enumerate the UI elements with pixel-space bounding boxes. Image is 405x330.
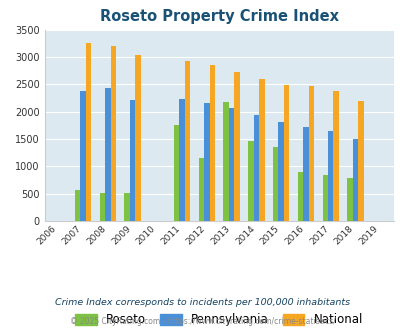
Bar (198, 158, 204, 221)
Bar (272, 147, 278, 221)
Bar (184, 61, 190, 221)
Text: Crime Index corresponds to incidents per 100,000 inhabitants: Crime Index corresponds to incidents per… (55, 298, 350, 307)
Bar (209, 65, 215, 221)
Bar (278, 122, 283, 221)
Legend: Roseto, Pennsylvania, National: Roseto, Pennsylvania, National (69, 307, 368, 330)
Bar (99, 193, 105, 221)
Bar (247, 141, 253, 221)
Bar (333, 91, 338, 221)
Bar (135, 55, 141, 221)
Bar (179, 99, 184, 221)
Bar (228, 108, 234, 221)
Bar (204, 103, 209, 221)
Bar (110, 46, 116, 221)
Bar (327, 131, 333, 221)
Bar (223, 102, 228, 221)
Bar (124, 193, 130, 221)
Bar (85, 43, 91, 221)
Title: Roseto Property Crime Index: Roseto Property Crime Index (100, 9, 338, 24)
Bar (297, 172, 303, 221)
Bar (357, 101, 363, 221)
Text: © 2025 CityRating.com - https://www.cityrating.com/crime-statistics/: © 2025 CityRating.com - https://www.city… (70, 317, 335, 326)
Bar (346, 178, 352, 221)
Bar (303, 127, 308, 221)
Bar (173, 125, 179, 221)
Bar (308, 86, 313, 221)
Bar (105, 88, 110, 221)
Bar (322, 175, 327, 221)
Bar (253, 115, 258, 221)
Bar (352, 139, 357, 221)
Bar (80, 91, 85, 221)
Bar (234, 72, 239, 221)
Bar (75, 190, 80, 221)
Bar (283, 85, 289, 221)
Bar (130, 100, 135, 221)
Bar (258, 79, 264, 221)
